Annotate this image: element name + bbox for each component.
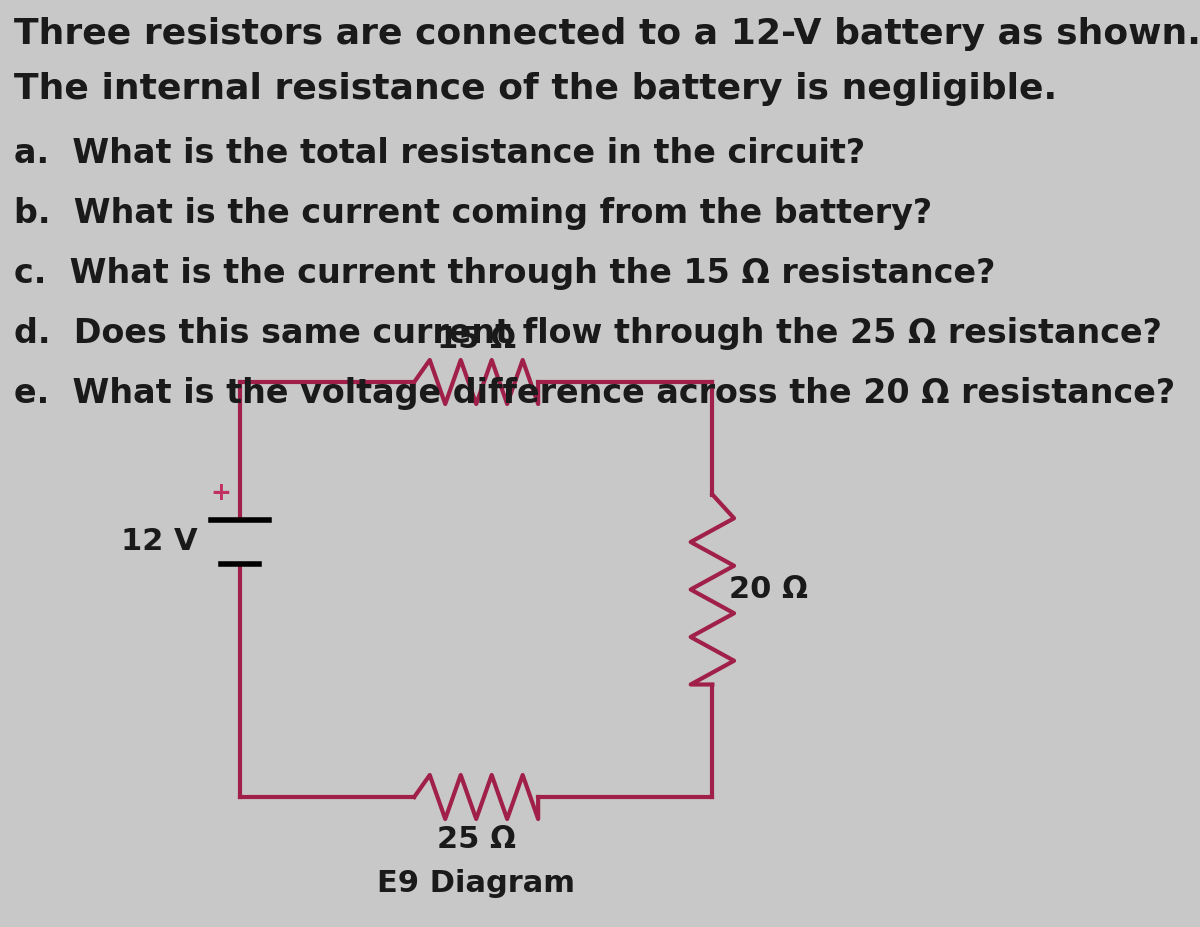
Text: Three resistors are connected to a 12-V battery as shown.: Three resistors are connected to a 12-V … (14, 17, 1200, 51)
Text: 20 Ω: 20 Ω (730, 575, 809, 604)
Text: +: + (210, 481, 232, 505)
Text: E9 Diagram: E9 Diagram (377, 869, 575, 898)
Text: b.  What is the current coming from the battery?: b. What is the current coming from the b… (14, 197, 932, 230)
Text: d.  Does this same current flow through the 25 Ω resistance?: d. Does this same current flow through t… (14, 317, 1162, 350)
Text: a.  What is the total resistance in the circuit?: a. What is the total resistance in the c… (14, 137, 865, 170)
Text: c.  What is the current through the 15 Ω resistance?: c. What is the current through the 15 Ω … (14, 257, 995, 290)
Text: 12 V: 12 V (121, 527, 198, 556)
Text: e.  What is the voltage difference across the 20 Ω resistance?: e. What is the voltage difference across… (14, 377, 1175, 410)
Text: 25 Ω: 25 Ω (437, 825, 516, 854)
Text: The internal resistance of the battery is negligible.: The internal resistance of the battery i… (14, 72, 1057, 106)
Text: 15 Ω: 15 Ω (437, 325, 516, 354)
